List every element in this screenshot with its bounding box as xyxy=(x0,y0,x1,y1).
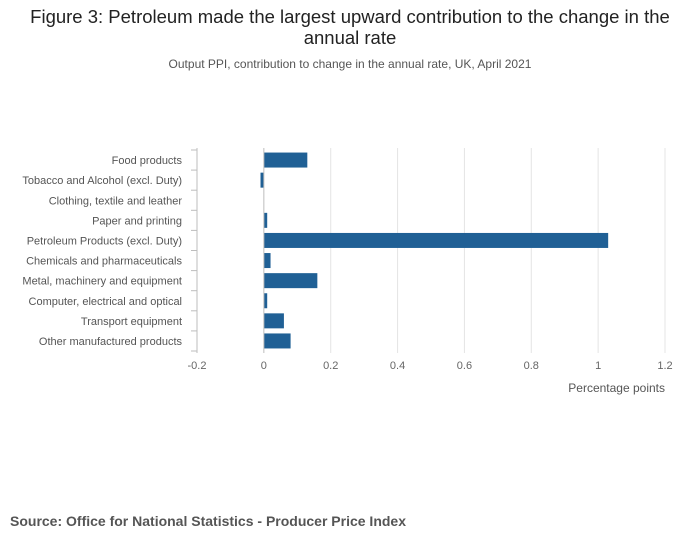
category-label-8: Transport equipment xyxy=(81,316,182,328)
category-label-9: Other manufactured products xyxy=(39,336,183,348)
bar-3 xyxy=(263,212,268,228)
category-label-2: Clothing, textile and leather xyxy=(49,195,183,207)
category-label-6: Metal, machinery and equipment xyxy=(22,276,182,288)
bar-5 xyxy=(263,253,271,269)
chart-subtitle: Output PPI, contribution to change in th… xyxy=(168,57,532,71)
category-label-3: Paper and printing xyxy=(92,215,182,227)
category-label-5: Chemicals and pharmaceuticals xyxy=(26,256,182,268)
bar-1 xyxy=(260,172,264,188)
x-tick-label-5: 0.8 xyxy=(524,360,539,372)
chart-title: Figure 3: Petroleum made the largest upw… xyxy=(30,6,670,48)
x-tick-label-4: 0.6 xyxy=(457,360,472,372)
x-axis-title: Percentage points xyxy=(568,381,665,395)
bar-9 xyxy=(263,333,291,349)
bar-8 xyxy=(263,313,284,329)
category-label-4: Petroleum Products (excl. Duty) xyxy=(27,235,182,247)
source-note: Source: Office for National Statistics -… xyxy=(10,513,406,529)
bar-4 xyxy=(263,232,609,248)
bar-0 xyxy=(263,152,308,168)
x-tick-label-0: -0.2 xyxy=(188,360,207,372)
category-label-7: Computer, electrical and optical xyxy=(29,296,182,308)
x-tick-label-1: 0 xyxy=(261,360,267,372)
category-label-1: Tobacco and Alcohol (excl. Duty) xyxy=(22,175,182,187)
category-label-0: Food products xyxy=(112,155,183,167)
x-tick-label-7: 1.2 xyxy=(657,360,672,372)
bar-6 xyxy=(263,273,318,289)
x-tick-label-3: 0.4 xyxy=(390,360,405,372)
x-tick-label-2: 0.2 xyxy=(323,360,338,372)
x-tick-label-6: 1 xyxy=(595,360,601,372)
bar-7 xyxy=(263,293,268,309)
